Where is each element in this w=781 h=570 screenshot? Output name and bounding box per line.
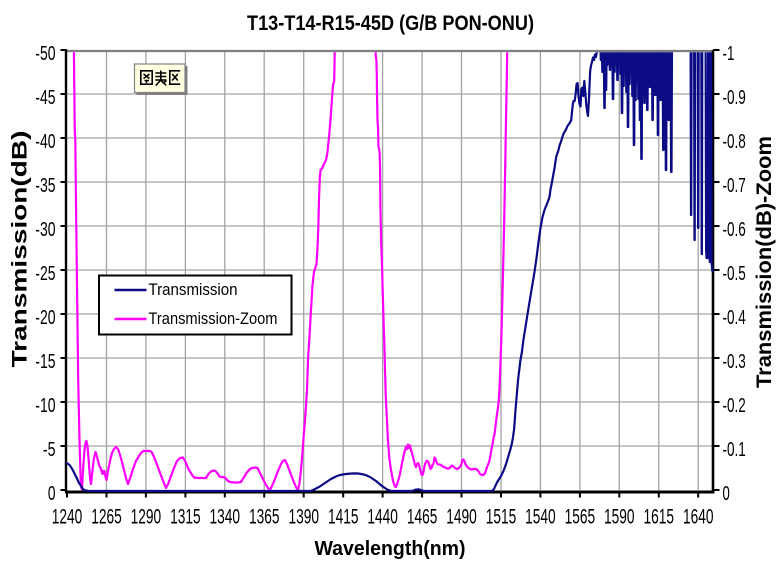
svg-text:-10: -10 bbox=[35, 395, 55, 417]
svg-text:-0.1: -0.1 bbox=[723, 439, 746, 461]
svg-text:-40: -40 bbox=[35, 131, 55, 153]
svg-text:-0.2: -0.2 bbox=[723, 395, 746, 417]
svg-text:1590: 1590 bbox=[604, 506, 635, 529]
svg-text:-20: -20 bbox=[35, 307, 55, 329]
svg-text:1490: 1490 bbox=[446, 506, 477, 529]
svg-text:1390: 1390 bbox=[288, 506, 319, 529]
svg-text:-0.9: -0.9 bbox=[723, 87, 746, 109]
svg-text:-0.4: -0.4 bbox=[723, 307, 746, 329]
svg-text:-45: -45 bbox=[35, 87, 55, 109]
svg-text:Transmission(dB)-Zoom: Transmission(dB)-Zoom bbox=[753, 136, 776, 388]
svg-text:-0.3: -0.3 bbox=[723, 351, 746, 373]
svg-text:1440: 1440 bbox=[367, 506, 398, 529]
svg-text:-1: -1 bbox=[723, 43, 735, 65]
svg-text:-0.5: -0.5 bbox=[723, 263, 746, 285]
svg-text:1640: 1640 bbox=[683, 506, 714, 529]
svg-text:Transmission-Zoom: Transmission-Zoom bbox=[149, 309, 278, 328]
svg-text:1565: 1565 bbox=[565, 506, 596, 529]
svg-text:1290: 1290 bbox=[131, 506, 162, 529]
svg-text:-0.6: -0.6 bbox=[723, 219, 746, 241]
svg-text:Wavelength(nm): Wavelength(nm) bbox=[315, 538, 466, 560]
svg-text:-30: -30 bbox=[35, 219, 55, 241]
svg-text:1465: 1465 bbox=[407, 506, 438, 529]
svg-text:T13-T14-R15-45D (G/B PON-ONU): T13-T14-R15-45D (G/B PON-ONU) bbox=[247, 12, 534, 35]
svg-text:1315: 1315 bbox=[170, 506, 201, 529]
svg-text:-5: -5 bbox=[43, 439, 56, 461]
svg-text:Transmission(dB): Transmission(dB) bbox=[9, 131, 32, 368]
svg-text:Transmission: Transmission bbox=[149, 280, 238, 299]
svg-text:1415: 1415 bbox=[328, 506, 359, 529]
svg-text:-25: -25 bbox=[35, 263, 55, 285]
svg-text:-0.7: -0.7 bbox=[723, 175, 746, 197]
svg-text:-50: -50 bbox=[35, 43, 55, 65]
svg-text:1540: 1540 bbox=[525, 506, 556, 529]
svg-text:-15: -15 bbox=[35, 351, 55, 373]
svg-text:1240: 1240 bbox=[52, 506, 83, 529]
svg-text:1515: 1515 bbox=[486, 506, 517, 529]
svg-text:1365: 1365 bbox=[249, 506, 280, 529]
svg-text:1265: 1265 bbox=[91, 506, 122, 529]
svg-text:-35: -35 bbox=[35, 175, 55, 197]
svg-text:0: 0 bbox=[48, 483, 56, 505]
svg-text:-0.8: -0.8 bbox=[723, 131, 746, 153]
svg-text:0: 0 bbox=[723, 483, 730, 505]
svg-text:1615: 1615 bbox=[644, 506, 675, 529]
svg-text:1340: 1340 bbox=[210, 506, 241, 529]
